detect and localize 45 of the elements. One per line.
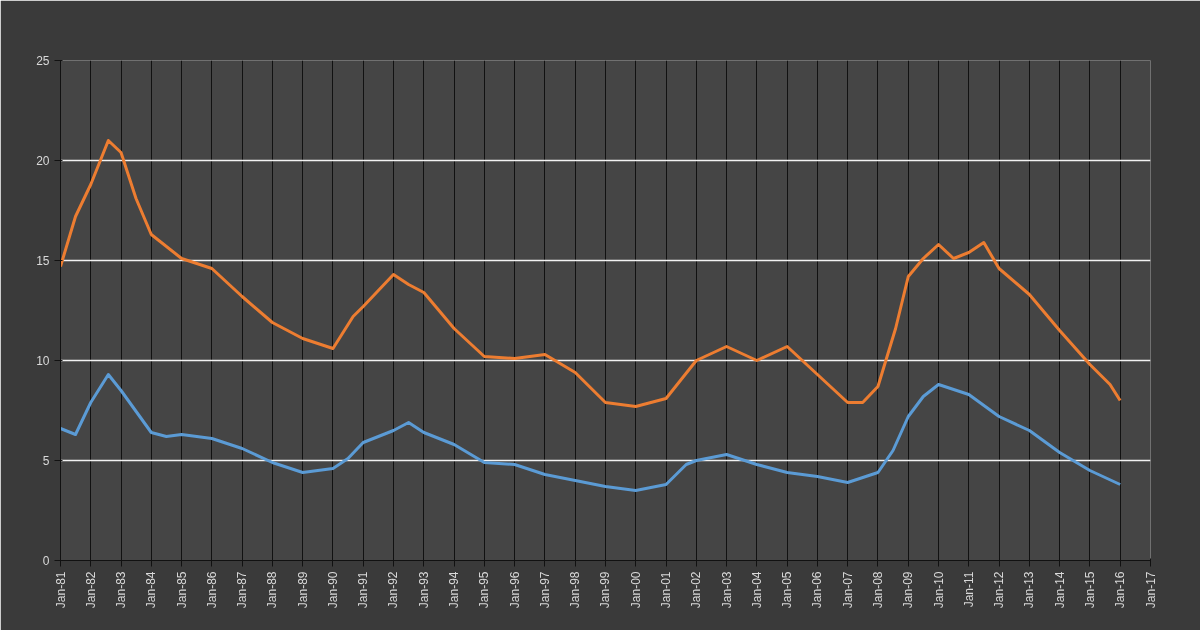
x-tick-label: Jan-09 [901, 571, 916, 609]
x-tick-label: Jan-11 [961, 571, 976, 608]
x-tick-label: Jan-90 [325, 571, 340, 609]
x-tick-label: Jan-02 [689, 571, 704, 609]
y-tick-label: 25 [36, 54, 50, 68]
x-tick-label: Jan-83 [114, 571, 129, 609]
x-tick-label: Jan-87 [235, 571, 250, 609]
x-tick-label: Jan-86 [204, 571, 219, 609]
x-tick-label: Jan-85 [174, 571, 189, 609]
y-tick-label: 5 [42, 454, 50, 468]
x-tick-label: Jan-95 [477, 571, 492, 609]
x-tick-label: Jan-91 [356, 571, 371, 609]
y-tick-label: 10 [36, 354, 50, 368]
x-tick-label: Jan-10 [931, 571, 946, 609]
y-tick-label: 0 [42, 554, 50, 568]
y-tick-label: 15 [36, 254, 50, 268]
x-tick-label: Jan-84 [144, 571, 159, 609]
x-tick-label: Jan-92 [386, 571, 401, 609]
x-tick-label: Jan-88 [265, 571, 280, 609]
x-tick-label: Jan-00 [628, 571, 643, 609]
x-tick-label: Jan-03 [719, 571, 734, 609]
x-tick-label: Jan-82 [83, 571, 98, 609]
y-tick-label: 20 [36, 154, 50, 168]
x-tick-label: Jan-93 [416, 571, 431, 609]
x-tick-label: Jan-15 [1082, 571, 1097, 609]
x-tick-label: Jan-16 [1113, 571, 1128, 609]
x-tick-label: Jan-06 [810, 571, 825, 609]
line-series [60, 139, 1122, 408]
x-tick-label: Jan-14 [1052, 571, 1067, 609]
x-tick-label: Jan-07 [840, 571, 855, 609]
x-tick-label: Jan-96 [507, 571, 522, 609]
x-tick-label: Jan-05 [780, 571, 795, 609]
x-tick-label: Jan-99 [598, 571, 613, 609]
x-tick-label: Jan-17 [1143, 571, 1158, 609]
x-tick-label: Jan-98 [568, 571, 583, 609]
x-tick-label: Jan-01 [659, 571, 674, 609]
x-tick-label: Jan-13 [1022, 571, 1037, 609]
x-tick-label: Jan-97 [537, 571, 552, 609]
x-tick-label: Jan-04 [749, 571, 764, 609]
x-tick-label: Jan-08 [870, 571, 885, 609]
line-series [60, 373, 1122, 492]
x-tick-label: Jan-89 [295, 571, 310, 609]
x-tick-label: Jan-94 [447, 571, 462, 609]
x-tick-label: Jan-12 [992, 571, 1007, 609]
x-tick-label: Jan-81 [53, 571, 68, 609]
